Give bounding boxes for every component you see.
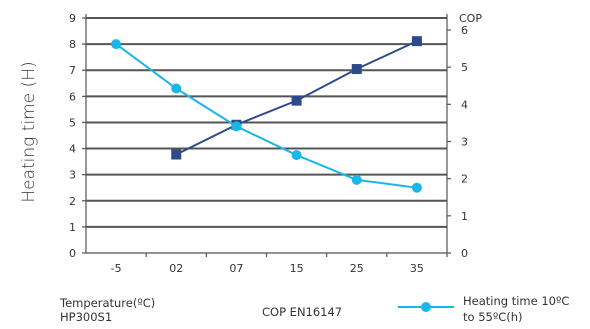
left-axis-label: Heating time (H) (19, 61, 39, 202)
grid-layer (86, 17, 447, 228)
legend-heating-key (398, 302, 454, 312)
left-tick-label: 7 (69, 64, 76, 77)
x-axis-ticks: -5 02 07 15 25 35 (111, 262, 424, 275)
left-tick-label: 4 (69, 143, 76, 156)
left-tick-label: 1 (69, 221, 76, 234)
heating-time-data-point (111, 39, 122, 50)
x-axis-label: Temperature(ºC) (59, 296, 155, 310)
heating-time-data-point (171, 83, 182, 94)
legend-heating-marker (421, 302, 431, 312)
heating-time-data-point (351, 174, 362, 185)
left-tick-label: 0 (69, 247, 76, 260)
heating-time-series-line (115, 43, 418, 189)
left-axis-ticks: 0 1 2 3 4 5 6 7 8 9 (69, 12, 76, 260)
heating-time-data-point (411, 182, 422, 193)
model-label: HP300S1 (60, 310, 112, 324)
right-axis-ticks: 0 1 2 3 4 5 6 (461, 24, 468, 260)
cop-data-point (411, 36, 422, 47)
right-axis-label: COP (459, 12, 482, 25)
right-tick-label: 6 (461, 24, 468, 37)
heating-time-data-point (231, 121, 242, 132)
axis-layer (82, 14, 451, 257)
legend-cop-label: COP EN16147 (262, 305, 342, 319)
right-tick-label: 0 (461, 247, 468, 260)
x-tick-label: 15 (290, 262, 304, 275)
right-tick-label: 4 (461, 98, 468, 111)
cop-data-point (351, 64, 362, 75)
right-tick-label: 2 (461, 173, 468, 186)
left-tick-label: 8 (69, 38, 76, 51)
cop-data-point (291, 95, 302, 106)
heating-time-data-point (291, 150, 302, 161)
legend-heating-label-line1: Heating time 10ºC (463, 294, 569, 308)
left-tick-label: 5 (69, 116, 76, 129)
x-tick-label: 07 (229, 262, 243, 275)
cop-data-point (171, 149, 182, 160)
right-tick-label: 5 (461, 61, 468, 74)
series-layer (111, 36, 422, 193)
left-tick-label: 6 (69, 90, 76, 103)
left-tick-label: 2 (69, 195, 76, 208)
x-tick-label: 25 (350, 262, 364, 275)
x-tick-label: 35 (410, 262, 424, 275)
legend-heating-label-line2: to 55ºC(h) (463, 310, 523, 324)
left-tick-label: 3 (69, 169, 76, 182)
x-tick-label: 02 (169, 262, 183, 275)
left-tick-label: 9 (69, 12, 76, 25)
right-tick-label: 3 (461, 136, 468, 149)
right-tick-label: 1 (461, 210, 468, 223)
x-tick-label: -5 (111, 262, 122, 275)
